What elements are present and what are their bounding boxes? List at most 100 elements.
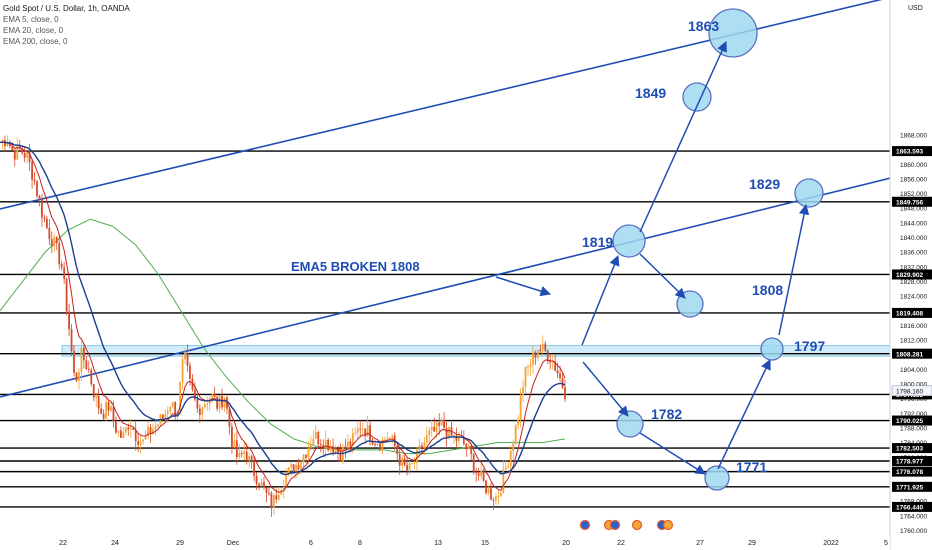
target-circle-1829 [794, 178, 824, 208]
target-label-1863: 1863 [688, 18, 719, 34]
axis-tick-label: 1868.000 [900, 132, 927, 139]
annotation-text: EMA5 BROKEN 1808 [291, 259, 420, 274]
candle-body [314, 431, 317, 439]
level-tag-text: 1778.977 [896, 459, 923, 466]
indicator-ema20: EMA 20, close, 0 [3, 26, 64, 35]
candle-body [122, 432, 125, 438]
ema-fast-line [0, 141, 566, 493]
candle-body [383, 439, 386, 441]
candle-body [381, 439, 384, 450]
candle-body [11, 146, 14, 151]
time-tick-label: 20 [562, 540, 570, 547]
candle-body [458, 436, 460, 441]
candle-body [551, 361, 554, 363]
candle-body [218, 395, 221, 409]
candle-body [386, 438, 389, 440]
candle-body [546, 350, 549, 362]
level-tag-box [892, 146, 932, 157]
candle-body [149, 426, 152, 434]
ema-fast-path [0, 141, 566, 493]
candle-body [354, 432, 357, 434]
candle-body [300, 462, 302, 470]
candle-body [186, 353, 189, 366]
candle-body [406, 465, 408, 471]
candle-body [238, 453, 241, 458]
candle-body [48, 227, 51, 240]
candle-body [213, 393, 216, 397]
level-tag-box [892, 269, 932, 280]
candle-body [38, 196, 41, 200]
candle-body [391, 435, 394, 438]
target-label-1808: 1808 [752, 282, 783, 298]
candle-body [413, 462, 416, 464]
candle-body [45, 218, 48, 228]
candle-body [346, 441, 349, 449]
candle-body [253, 461, 256, 476]
candle-body [198, 408, 201, 415]
candle-body [398, 454, 401, 466]
projection-arrows [495, 41, 810, 475]
level-tag-box [892, 455, 932, 466]
target-label-1771: 1771 [736, 459, 767, 475]
candle-body [529, 364, 532, 367]
candle-body [388, 437, 391, 439]
time-tick-label: 27 [696, 540, 704, 547]
axis-tick-label: 1828.000 [900, 279, 927, 286]
level-tag-text: 1766.440 [896, 505, 923, 512]
candle-body [139, 441, 142, 445]
axis-tick-label: 1840.000 [900, 235, 927, 242]
candle-body [465, 444, 468, 450]
target-label-1797: 1797 [794, 338, 825, 354]
candle-body [366, 425, 369, 436]
candle-body [490, 488, 492, 500]
indicator-ema5: EMA 5, close, 0 [3, 15, 59, 24]
candle-body [250, 456, 253, 462]
candle-body [132, 428, 135, 430]
target-label-1849: 1849 [635, 85, 666, 101]
candle-body [349, 441, 352, 446]
candle-body [477, 473, 480, 476]
time-tick-label: 8 [358, 540, 362, 547]
level-tag-box [892, 443, 932, 454]
candle-body [33, 179, 36, 182]
candle-body [411, 463, 413, 465]
candle-body [124, 427, 127, 433]
candle-body [275, 495, 278, 500]
candle-body [423, 442, 426, 448]
event-flag-icon [609, 519, 621, 531]
candle-body [53, 237, 56, 247]
candle-body [285, 474, 288, 487]
candle-body [549, 361, 552, 363]
candle-body [443, 419, 446, 428]
candle-body [70, 329, 73, 351]
candle-body [97, 396, 100, 409]
candle-body [115, 421, 117, 433]
axis-tick-label: 1816.000 [900, 323, 927, 330]
candle-body [487, 488, 490, 494]
candle-body [179, 382, 182, 412]
candle-body [206, 403, 209, 405]
candle-body [470, 445, 473, 455]
candle-body [334, 448, 337, 453]
candle-body [524, 367, 527, 387]
level-tag-box [892, 501, 932, 512]
level-tag-text: 1849.756 [896, 199, 923, 206]
candle-body [157, 423, 159, 426]
time-axis: 22 24 29 Dec 6 8 13 15 20 22 27 29 2022 5 [0, 537, 890, 550]
candle-body [263, 481, 265, 488]
candle-body [117, 430, 120, 433]
current-price-text: 1798.160 [896, 388, 923, 395]
candle-body [324, 439, 327, 449]
axis-tick-label: 1764.000 [900, 513, 927, 520]
candle-body [82, 347, 85, 361]
candle-body [92, 384, 95, 398]
candle-body [509, 450, 512, 467]
level-tag-text: 1776.078 [896, 469, 923, 476]
candle-body [255, 475, 258, 484]
time-tick-label: 5 [884, 540, 888, 547]
candle-body [65, 278, 68, 312]
candle-body [272, 495, 275, 508]
candle-body [290, 464, 293, 468]
axis-tick-label: 1848.000 [900, 206, 927, 213]
